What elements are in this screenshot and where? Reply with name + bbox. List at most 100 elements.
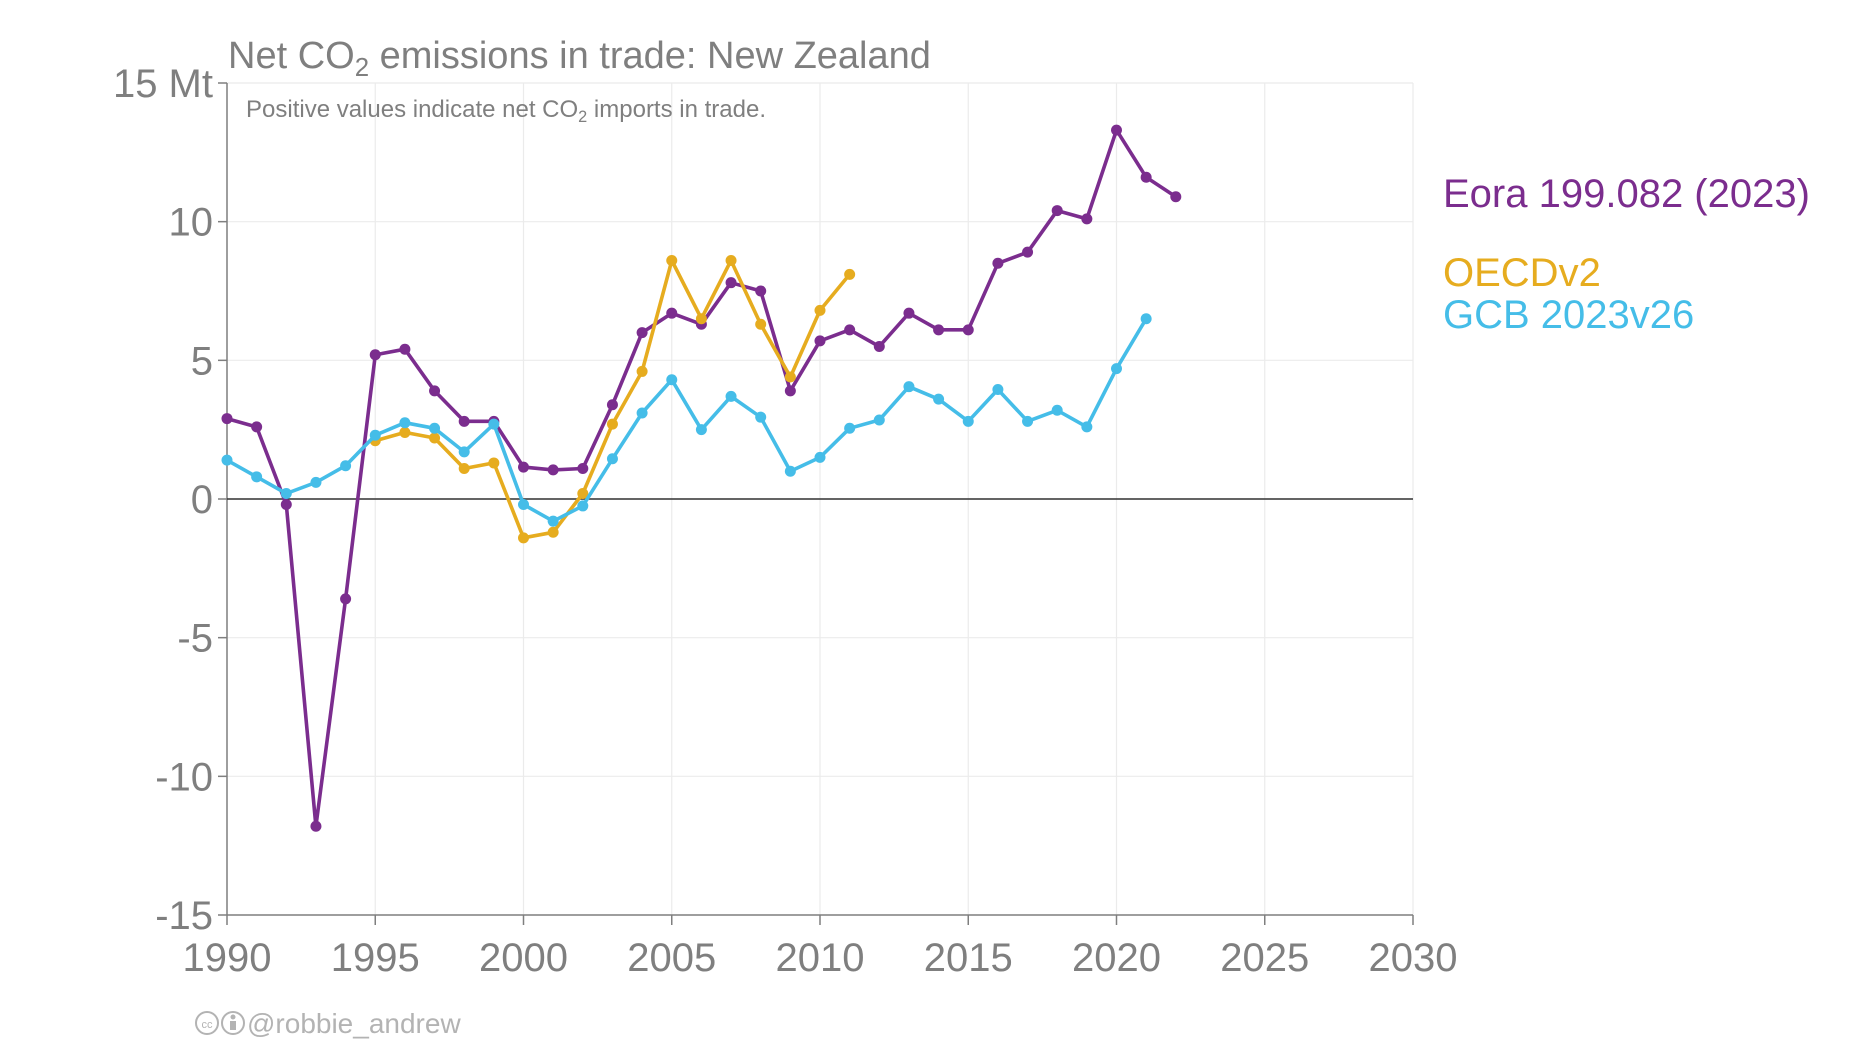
x-tick-label: 2010	[776, 936, 865, 980]
data-point	[340, 460, 352, 472]
data-point	[1111, 363, 1122, 375]
credit-handle: @robbie_andrew	[247, 1008, 461, 1039]
data-point	[547, 464, 559, 476]
data-point	[310, 820, 322, 832]
series-line	[374, 258, 851, 540]
x-tick-label: 2000	[479, 936, 568, 980]
data-point	[755, 411, 767, 423]
legend-entry: OECDv2	[1443, 251, 1601, 295]
data-point	[962, 415, 974, 427]
data-point	[1170, 191, 1182, 203]
data-point	[399, 417, 411, 429]
data-point	[725, 390, 737, 402]
chart-title: Net CO2 emissions in trade: New Zealand	[228, 35, 931, 82]
chart-subtitle: Positive values indicate net CO2 imports…	[246, 96, 766, 126]
y-tick-label: 5	[191, 339, 213, 383]
x-tick-label: 2030	[1369, 936, 1458, 980]
data-point	[1022, 415, 1034, 427]
data-point	[873, 414, 885, 426]
data-point	[725, 254, 737, 266]
x-tick-label: 2005	[627, 936, 716, 980]
data-point	[606, 399, 618, 411]
data-point	[784, 385, 796, 397]
data-point	[547, 526, 559, 538]
data-point	[666, 254, 678, 266]
data-point	[547, 515, 559, 527]
data-point	[844, 324, 856, 336]
y-tick-label: -10	[155, 755, 213, 799]
data-point	[280, 487, 292, 499]
data-point	[992, 383, 1004, 395]
data-point	[755, 318, 767, 330]
legend-entry: Eora 199.082 (2023)	[1443, 172, 1810, 216]
data-point	[1081, 213, 1093, 225]
x-tick-label: 1990	[183, 936, 272, 980]
data-point	[429, 385, 441, 397]
data-point	[666, 374, 678, 386]
data-point	[666, 307, 678, 319]
data-point	[903, 307, 915, 319]
series-line	[226, 128, 1177, 829]
data-point	[784, 465, 796, 477]
x-tick-label: 2015	[924, 936, 1013, 980]
data-point	[251, 421, 263, 433]
data-point	[873, 340, 885, 352]
attribution-icon	[221, 1011, 245, 1035]
data-point	[1022, 246, 1034, 258]
y-tick-label: 15 Mt	[113, 62, 213, 106]
data-point	[844, 422, 856, 434]
data-point	[933, 324, 945, 336]
data-point	[784, 371, 796, 383]
data-point	[933, 393, 945, 405]
data-point	[310, 476, 322, 488]
data-point	[429, 432, 441, 444]
data-point	[606, 418, 618, 430]
data-point	[636, 327, 648, 339]
data-point	[814, 451, 826, 463]
data-point	[1140, 171, 1152, 183]
data-point	[488, 418, 500, 430]
data-point	[636, 407, 648, 419]
data-point	[636, 365, 648, 377]
data-point	[962, 324, 974, 336]
data-point	[399, 426, 411, 438]
series-2	[221, 313, 1152, 527]
x-tick-label: 2025	[1220, 936, 1309, 980]
data-point	[725, 277, 737, 289]
creative-commons-icon: cc	[195, 1011, 219, 1035]
data-point	[458, 415, 470, 427]
data-point	[1111, 124, 1122, 136]
credit: cc @robbie_andrew	[195, 1008, 461, 1039]
y-tick-label: -15	[155, 894, 213, 938]
data-point	[903, 381, 915, 393]
data-point	[518, 499, 529, 511]
data-point	[1051, 205, 1063, 217]
series-1	[369, 254, 856, 544]
data-point	[458, 462, 470, 474]
data-point	[814, 304, 826, 316]
data-point	[577, 500, 589, 512]
data-point	[518, 532, 529, 544]
data-point	[458, 446, 470, 458]
data-point	[251, 471, 263, 483]
data-point	[1140, 313, 1152, 325]
data-point	[369, 429, 381, 441]
data-point	[369, 349, 381, 361]
data-point	[221, 413, 233, 425]
x-tick-label: 1995	[331, 936, 420, 980]
data-point	[280, 499, 292, 511]
y-tick-label: 0	[191, 478, 213, 522]
y-tick-label: 10	[169, 201, 214, 245]
svg-text:cc: cc	[202, 1019, 214, 1031]
data-point	[429, 422, 441, 434]
data-point	[695, 424, 707, 436]
data-point	[755, 285, 767, 297]
series-0	[221, 124, 1182, 832]
data-point	[488, 457, 500, 469]
data-point	[695, 313, 707, 325]
data-point	[577, 487, 589, 499]
data-point	[1051, 404, 1063, 416]
data-point	[221, 454, 233, 466]
